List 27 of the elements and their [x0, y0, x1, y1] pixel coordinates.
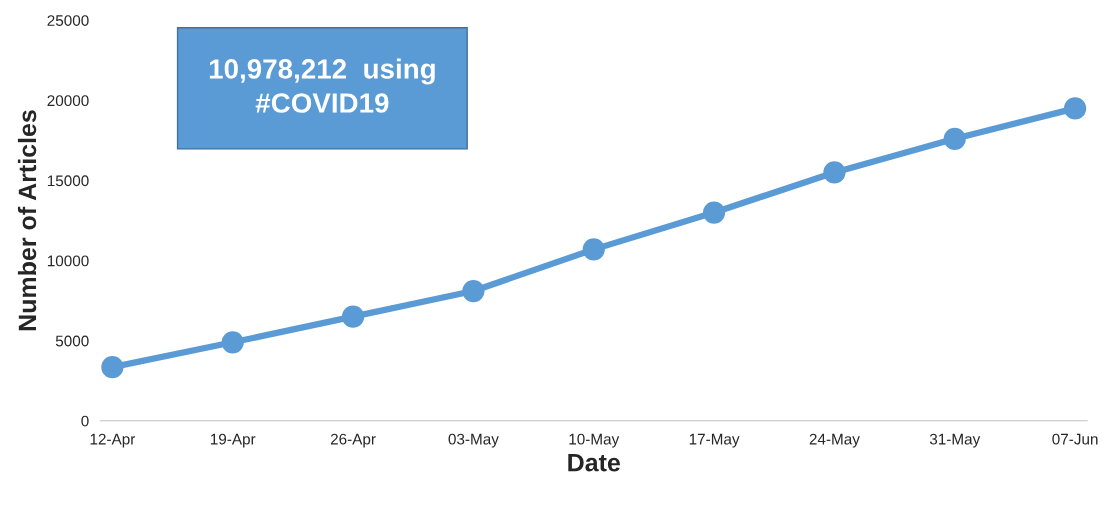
- y-tick-label: 0: [81, 415, 89, 427]
- point: [462, 279, 485, 303]
- x-tick-label: 03-May: [448, 433, 499, 448]
- annotation: 10,978,212 using #COVID19: [209, 58, 435, 113]
- y-tick-label: 25000: [47, 15, 89, 26]
- y-tick-label: 5000: [55, 335, 89, 347]
- x-tick-label: 12-Apr: [90, 433, 136, 448]
- point: [101, 356, 124, 379]
- x-tick-label: 26-Apr: [330, 433, 376, 448]
- x-tick-label: 10-May: [569, 433, 620, 448]
- point: [702, 201, 726, 224]
- x-tick-label: 24-May: [809, 433, 860, 448]
- point: [823, 161, 846, 184]
- x-tick-label: 31-May: [929, 433, 981, 448]
- x-tick-label: 19-Apr: [210, 433, 256, 448]
- y-tick-label: 10000: [47, 255, 89, 267]
- x-tick-label: 07-Jun: [1052, 433, 1098, 445]
- point: [341, 305, 365, 328]
- point: [1063, 97, 1087, 120]
- y-tick-label: 15000: [47, 175, 89, 187]
- x-tick-label: 17-May: [689, 433, 740, 448]
- point: [582, 238, 605, 261]
- point: [221, 331, 244, 354]
- point: [943, 127, 966, 150]
- y-axis-title: Number of Articles: [17, 110, 37, 331]
- x-axis-title: Date: [568, 454, 620, 472]
- y-tick-label: 20000: [47, 95, 89, 107]
